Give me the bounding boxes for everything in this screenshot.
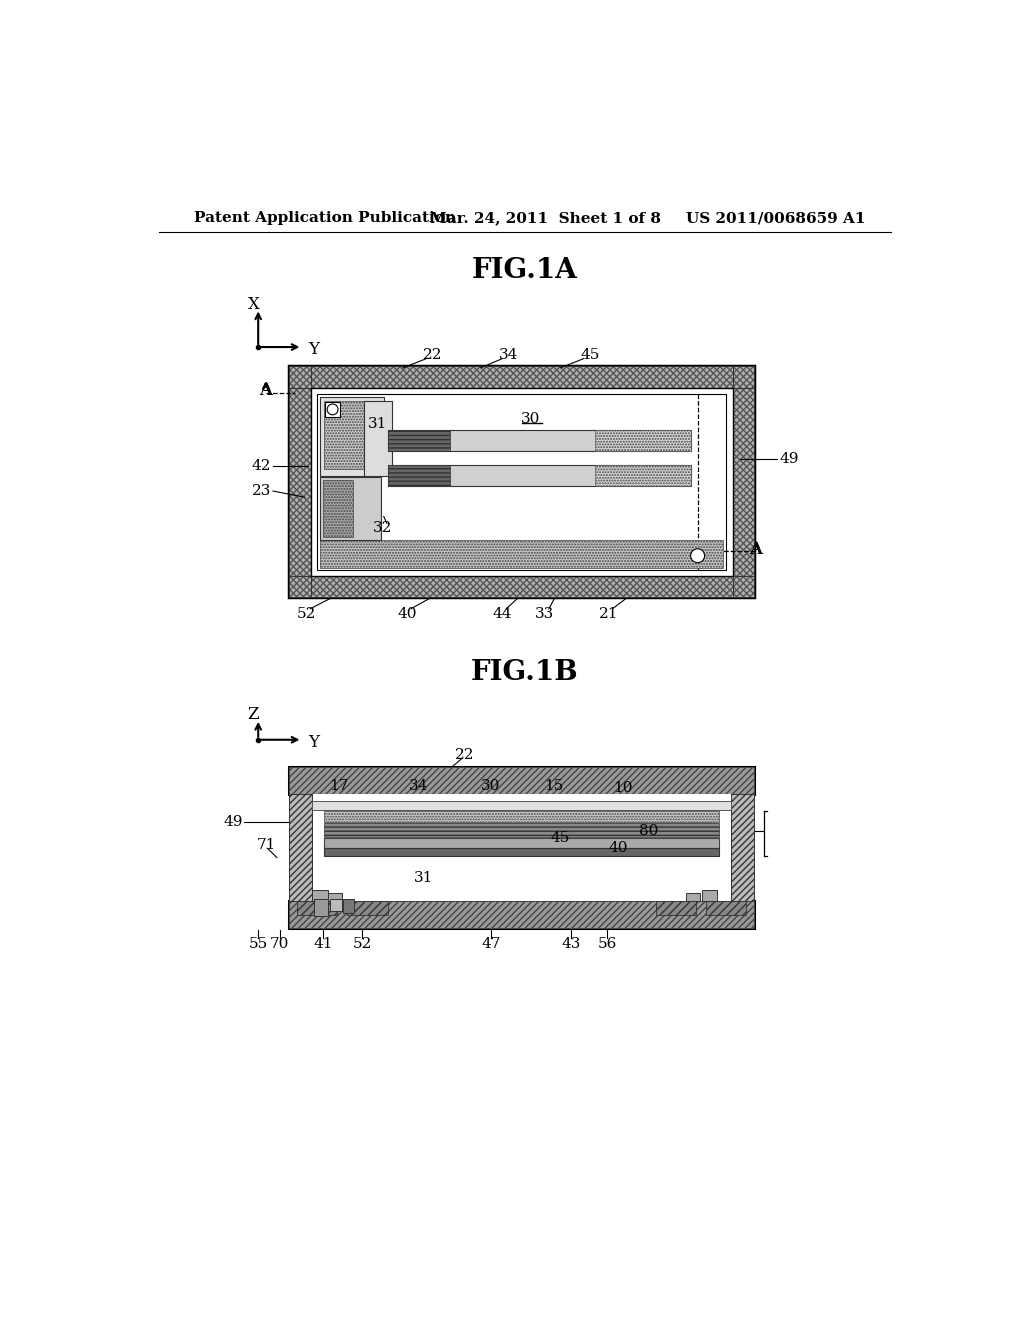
Bar bbox=[289, 367, 755, 597]
Bar bbox=[324, 480, 352, 537]
Bar bbox=[289, 576, 755, 597]
Text: 10: 10 bbox=[612, 781, 632, 795]
Bar bbox=[388, 465, 451, 486]
Text: A: A bbox=[750, 541, 762, 558]
Text: 30: 30 bbox=[521, 412, 541, 425]
Text: X: X bbox=[248, 296, 259, 313]
Bar bbox=[707, 900, 746, 915]
Text: 43: 43 bbox=[561, 937, 581, 950]
Bar bbox=[324, 822, 719, 837]
Bar bbox=[312, 795, 731, 900]
Text: FIG.1B: FIG.1B bbox=[471, 659, 579, 686]
Text: 22: 22 bbox=[423, 347, 442, 362]
Bar bbox=[289, 367, 755, 388]
Bar bbox=[732, 367, 755, 597]
Text: 31: 31 bbox=[415, 871, 434, 886]
Text: 70: 70 bbox=[270, 937, 290, 950]
Bar bbox=[347, 900, 388, 915]
Text: 23: 23 bbox=[252, 484, 271, 498]
Text: 49: 49 bbox=[223, 816, 243, 829]
Bar bbox=[312, 890, 328, 900]
Bar bbox=[388, 430, 691, 451]
Bar bbox=[595, 430, 691, 451]
Text: 45: 45 bbox=[581, 347, 600, 362]
Text: 32: 32 bbox=[373, 521, 392, 535]
Bar bbox=[732, 367, 755, 597]
Text: A: A bbox=[259, 383, 272, 400]
Bar bbox=[686, 892, 700, 900]
Text: 45: 45 bbox=[551, 830, 570, 845]
Text: 15: 15 bbox=[545, 779, 564, 793]
Text: 34: 34 bbox=[499, 347, 518, 362]
Text: 41: 41 bbox=[313, 937, 333, 950]
Text: 21: 21 bbox=[599, 607, 618, 622]
Text: 52: 52 bbox=[352, 937, 372, 950]
Bar bbox=[321, 478, 381, 540]
Bar bbox=[289, 795, 312, 900]
Text: 33: 33 bbox=[536, 607, 555, 622]
Circle shape bbox=[690, 549, 705, 562]
Bar bbox=[701, 890, 717, 900]
Bar bbox=[321, 397, 384, 477]
Bar bbox=[289, 367, 755, 388]
Text: Y: Y bbox=[308, 341, 318, 358]
Bar bbox=[388, 465, 691, 486]
Bar bbox=[289, 576, 755, 597]
Bar bbox=[343, 899, 354, 913]
Bar bbox=[324, 849, 719, 857]
Text: 44: 44 bbox=[493, 607, 512, 622]
Bar bbox=[655, 900, 696, 915]
Bar bbox=[289, 367, 311, 597]
Bar bbox=[321, 540, 723, 568]
Bar bbox=[289, 367, 311, 597]
Text: 17: 17 bbox=[329, 779, 348, 793]
Bar bbox=[312, 800, 731, 810]
Text: 71: 71 bbox=[256, 838, 275, 853]
Text: 49: 49 bbox=[779, 451, 799, 466]
Text: 42: 42 bbox=[252, 459, 271, 474]
Text: 52: 52 bbox=[297, 607, 316, 622]
Text: 80: 80 bbox=[640, 824, 658, 838]
Text: 31: 31 bbox=[368, 417, 387, 432]
Bar bbox=[314, 899, 328, 916]
Text: 40: 40 bbox=[608, 841, 628, 854]
Text: Mar. 24, 2011  Sheet 1 of 8: Mar. 24, 2011 Sheet 1 of 8 bbox=[430, 211, 662, 226]
Circle shape bbox=[328, 404, 338, 414]
Text: Z: Z bbox=[248, 706, 259, 723]
Text: 40: 40 bbox=[397, 607, 417, 622]
Bar bbox=[324, 401, 365, 469]
Text: Y: Y bbox=[308, 734, 318, 751]
Bar bbox=[324, 837, 719, 847]
Text: FIG.1A: FIG.1A bbox=[472, 256, 578, 284]
Bar bbox=[328, 892, 342, 900]
Text: US 2011/0068659 A1: US 2011/0068659 A1 bbox=[686, 211, 865, 226]
Bar bbox=[388, 430, 451, 451]
Bar bbox=[324, 812, 719, 822]
Bar bbox=[289, 767, 755, 795]
Text: 30: 30 bbox=[481, 779, 501, 793]
Bar bbox=[325, 401, 340, 417]
Bar bbox=[311, 388, 732, 576]
Text: Patent Application Publication: Patent Application Publication bbox=[194, 211, 456, 226]
Bar bbox=[289, 900, 755, 928]
Bar bbox=[595, 465, 691, 486]
Bar bbox=[330, 899, 342, 911]
Bar bbox=[317, 395, 726, 570]
Bar bbox=[731, 795, 755, 900]
Text: 34: 34 bbox=[409, 779, 428, 793]
Text: 47: 47 bbox=[481, 937, 501, 950]
Text: 55: 55 bbox=[249, 937, 268, 950]
Text: 22: 22 bbox=[456, 748, 475, 762]
Bar bbox=[297, 900, 337, 915]
Bar bbox=[364, 401, 391, 477]
Text: 56: 56 bbox=[597, 937, 616, 950]
